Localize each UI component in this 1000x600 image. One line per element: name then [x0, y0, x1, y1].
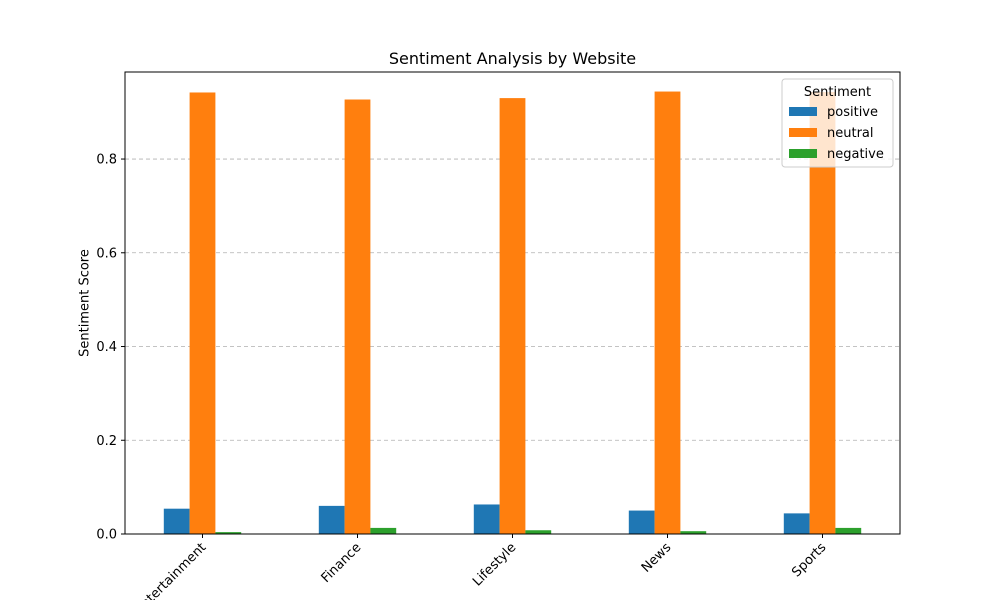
legend-label-negative: negative [827, 147, 884, 162]
y-tick-label: 0.2 [96, 434, 117, 449]
legend-label-positive: positive [827, 105, 878, 120]
bar-positive [318, 505, 345, 534]
legend-label-neutral: neutral [827, 126, 874, 141]
legend-box [781, 78, 894, 168]
bar-negative [525, 530, 552, 534]
y-tick-label: 0.0 [96, 528, 117, 543]
bar-positive [163, 508, 190, 534]
bar-neutral [654, 91, 681, 534]
bar-neutral [189, 92, 216, 534]
y-tick-label: 0.6 [96, 246, 117, 261]
legend-swatch-neutral [789, 128, 817, 137]
bar-negative [680, 531, 707, 534]
bar-positive [473, 504, 500, 534]
bar-negative [835, 527, 862, 534]
bar-neutral [499, 98, 526, 535]
legend-swatch-negative [789, 149, 817, 158]
y-tick-label: 0.8 [96, 153, 117, 168]
legend: Sentiment positive neutral negative [781, 78, 894, 168]
bar-positive [628, 510, 655, 534]
bar-positive [783, 513, 810, 534]
legend-swatch-positive [789, 107, 817, 116]
chart-title: Sentiment Analysis by Website [389, 49, 636, 68]
y-axis-label: Sentiment Score [78, 249, 93, 357]
y-axis: 0.0 0.2 0.4 0.6 0.8 [96, 153, 125, 543]
bar-neutral [344, 99, 371, 535]
bar-negative [215, 532, 242, 534]
bar-negative [370, 527, 397, 534]
legend-title: Sentiment [804, 85, 871, 100]
y-tick-label: 0.4 [96, 340, 117, 355]
